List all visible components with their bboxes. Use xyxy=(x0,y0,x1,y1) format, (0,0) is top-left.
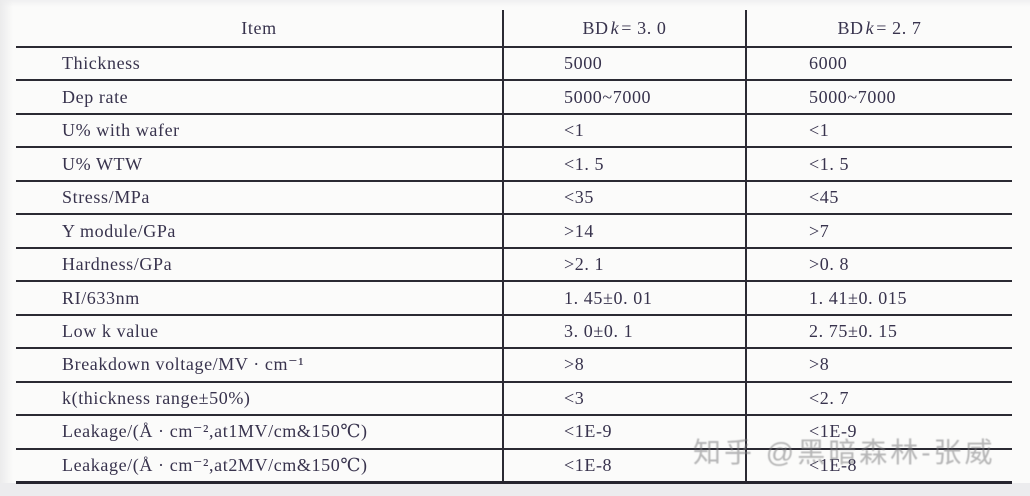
bd30-cell: <1E-8 xyxy=(502,449,745,482)
table-row-leakage-2mv: Leakage/(Å · cm⁻²,at2MV/cm&150℃) <1E-8 <… xyxy=(16,449,1012,482)
bd27-cell: <1. 5 xyxy=(745,148,1012,180)
header-bd-k27-post: = 2. 7 xyxy=(876,17,922,38)
bd27-cell: <1E-9 xyxy=(745,416,1012,448)
table-row-hardness: Hardness/GPa >2. 1 >0. 8 xyxy=(16,248,1012,283)
bd-film-spec-table: Item BD k = 3. 0 BD k = 2. 7 Thickness 5… xyxy=(16,10,1012,484)
bd30-cell: <1 xyxy=(502,114,745,147)
header-bd-k30-post: = 3. 0 xyxy=(621,17,667,38)
table-row-low-k-value: Low k value 3. 0±0. 1 2. 75±0. 15 xyxy=(16,315,1012,350)
item-cell: RI/633nm xyxy=(62,287,140,308)
table-row-ri-633nm: RI/633nm 1. 45±0. 01 1. 41±0. 015 xyxy=(16,282,1012,316)
bd27-cell: <1E-8 xyxy=(745,449,1012,482)
item-cell: k(thickness range±50%) xyxy=(62,387,251,408)
bd27-cell: <2. 7 xyxy=(745,382,1012,415)
header-bd-k27-kvar: k xyxy=(865,17,875,38)
header-bd-k27-pre: BD xyxy=(837,17,864,38)
bd27-cell: 5000~7000 xyxy=(745,81,1012,113)
bd27-cell: 2. 75±0. 15 xyxy=(745,315,1012,348)
item-cell: U% WTW xyxy=(62,153,143,174)
bd27-cell: 1. 41±0. 015 xyxy=(745,282,1012,314)
item-cell: Stress/MPa xyxy=(62,187,151,208)
item-cell: Y module/GPa xyxy=(62,220,177,241)
bd27-cell: >8 xyxy=(745,349,1012,381)
bd30-cell: >8 xyxy=(502,349,745,381)
item-cell: Thickness xyxy=(62,53,141,74)
bd27-cell: <45 xyxy=(745,181,1012,214)
bd30-cell: 5000~7000 xyxy=(502,81,745,113)
header-item: Item xyxy=(241,17,277,38)
bd27-cell: 6000 xyxy=(745,48,1012,80)
header-bd-k30-pre: BD xyxy=(582,17,609,38)
bd30-cell: 5000 xyxy=(502,48,745,80)
table-row-u-wtw: U% WTW <1. 5 <1. 5 xyxy=(16,148,1012,182)
table-row-thickness: Thickness 5000 6000 xyxy=(16,48,1012,82)
scan-edge-top xyxy=(0,0,1030,7)
header-bd-k27: BD k = 2. 7 xyxy=(745,10,1012,46)
bd30-cell: 1. 45±0. 01 xyxy=(502,282,745,314)
table-row-leakage-1mv: Leakage/(Å · cm⁻²,at1MV/cm&150℃) <1E-9 <… xyxy=(16,416,1012,450)
bd30-cell: <1E-9 xyxy=(502,416,745,448)
item-cell: Low k value xyxy=(62,320,159,341)
header-bd-k30: BD k = 3. 0 xyxy=(502,10,745,46)
bd30-cell: 3. 0±0. 1 xyxy=(502,315,745,348)
table-row-y-module: Y module/GPa >14 >7 xyxy=(16,215,1012,249)
item-cell: Leakage/(Å · cm⁻²,at2MV/cm&150℃) xyxy=(62,454,368,475)
item-cell: U% with wafer xyxy=(62,120,180,141)
item-cell: Breakdown voltage/MV · cm⁻¹ xyxy=(62,354,305,375)
table-row-breakdown-voltage: Breakdown voltage/MV · cm⁻¹ >8 >8 xyxy=(16,349,1012,383)
table-row-stress: Stress/MPa <35 <45 xyxy=(16,181,1012,216)
table-row-dep-rate: Dep rate 5000~7000 5000~7000 xyxy=(16,81,1012,115)
table-row-k-thickness-range: k(thickness range±50%) <3 <2. 7 xyxy=(16,382,1012,417)
scan-edge-left xyxy=(0,0,13,496)
bd30-cell: >14 xyxy=(502,215,745,247)
item-cell: Hardness/GPa xyxy=(62,254,173,275)
bd27-cell: <1 xyxy=(745,114,1012,147)
table-row-u-with-wafer: U% with wafer <1 <1 xyxy=(16,114,1012,149)
bd30-cell: <1. 5 xyxy=(502,148,745,180)
bd30-cell: <3 xyxy=(502,382,745,415)
bd27-cell: >7 xyxy=(745,215,1012,247)
bd30-cell: >2. 1 xyxy=(502,248,745,281)
item-cell: Dep rate xyxy=(62,86,129,107)
bd27-cell: >0. 8 xyxy=(745,248,1012,281)
table-header-row: Item BD k = 3. 0 BD k = 2. 7 xyxy=(16,10,1012,48)
header-bd-k30-kvar: k xyxy=(610,17,620,38)
item-cell: Leakage/(Å · cm⁻²,at1MV/cm&150℃) xyxy=(62,421,368,442)
bd30-cell: <35 xyxy=(502,181,745,214)
scan-edge-bottom xyxy=(0,483,1030,496)
